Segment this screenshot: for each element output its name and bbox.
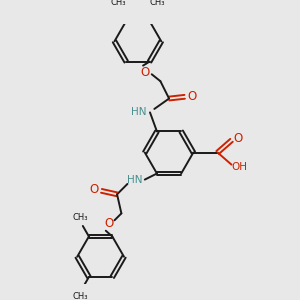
Text: O: O [105, 217, 114, 230]
Text: O: O [233, 132, 242, 145]
Text: O: O [89, 184, 98, 196]
Text: HN: HN [127, 175, 142, 184]
Text: CH₃: CH₃ [73, 292, 88, 300]
Text: CH₃: CH₃ [111, 0, 126, 7]
Text: O: O [140, 66, 149, 79]
Text: HN: HN [131, 106, 146, 116]
Text: O: O [188, 90, 197, 103]
Text: OH: OH [231, 162, 247, 172]
Text: CH₃: CH₃ [150, 0, 165, 7]
Text: CH₃: CH₃ [73, 214, 88, 223]
